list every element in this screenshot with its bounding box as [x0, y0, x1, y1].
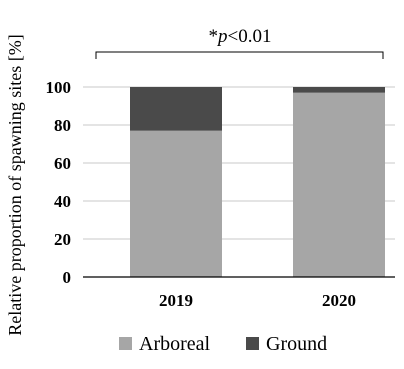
y-axis-label: Relative proportion of spawning sites [%… [5, 34, 25, 335]
significance-bracket [95, 51, 384, 59]
x-tick-label-2019: 2019 [159, 291, 193, 310]
y-tick-label-100: 100 [46, 78, 72, 97]
legend-swatch-arboreal [119, 337, 132, 350]
annotation-prefix: * [209, 26, 219, 47]
y-tick-label-60: 60 [54, 154, 71, 173]
annotation-variable: p [216, 26, 228, 47]
legend-label-arboreal: Arboreal [139, 333, 211, 355]
axes: 0 20 40 60 80 100 2019 2020 [46, 78, 395, 310]
significance-annotation: *p<0.01 [95, 26, 384, 59]
significance-label: *p<0.01 [209, 26, 272, 47]
annotation-rest: <0.01 [228, 26, 272, 47]
legend-item-arboreal: Arboreal [119, 333, 211, 355]
bars [130, 87, 385, 277]
bar-ground-2019 [130, 87, 222, 131]
legend-item-ground: Ground [246, 333, 327, 355]
y-tick-label-40: 40 [54, 192, 71, 211]
bar-ground-2020 [293, 87, 385, 93]
y-tick-label-0: 0 [63, 268, 72, 287]
bar-arboreal-2020 [293, 92, 385, 277]
y-tick-label-20: 20 [54, 230, 71, 249]
legend-swatch-ground [246, 337, 259, 350]
legend-label-ground: Ground [266, 333, 327, 355]
x-tick-label-2020: 2020 [322, 291, 356, 310]
y-tick-label-80: 80 [54, 116, 71, 135]
legend: Arboreal Ground [119, 333, 327, 355]
bar-arboreal-2019 [130, 130, 222, 277]
